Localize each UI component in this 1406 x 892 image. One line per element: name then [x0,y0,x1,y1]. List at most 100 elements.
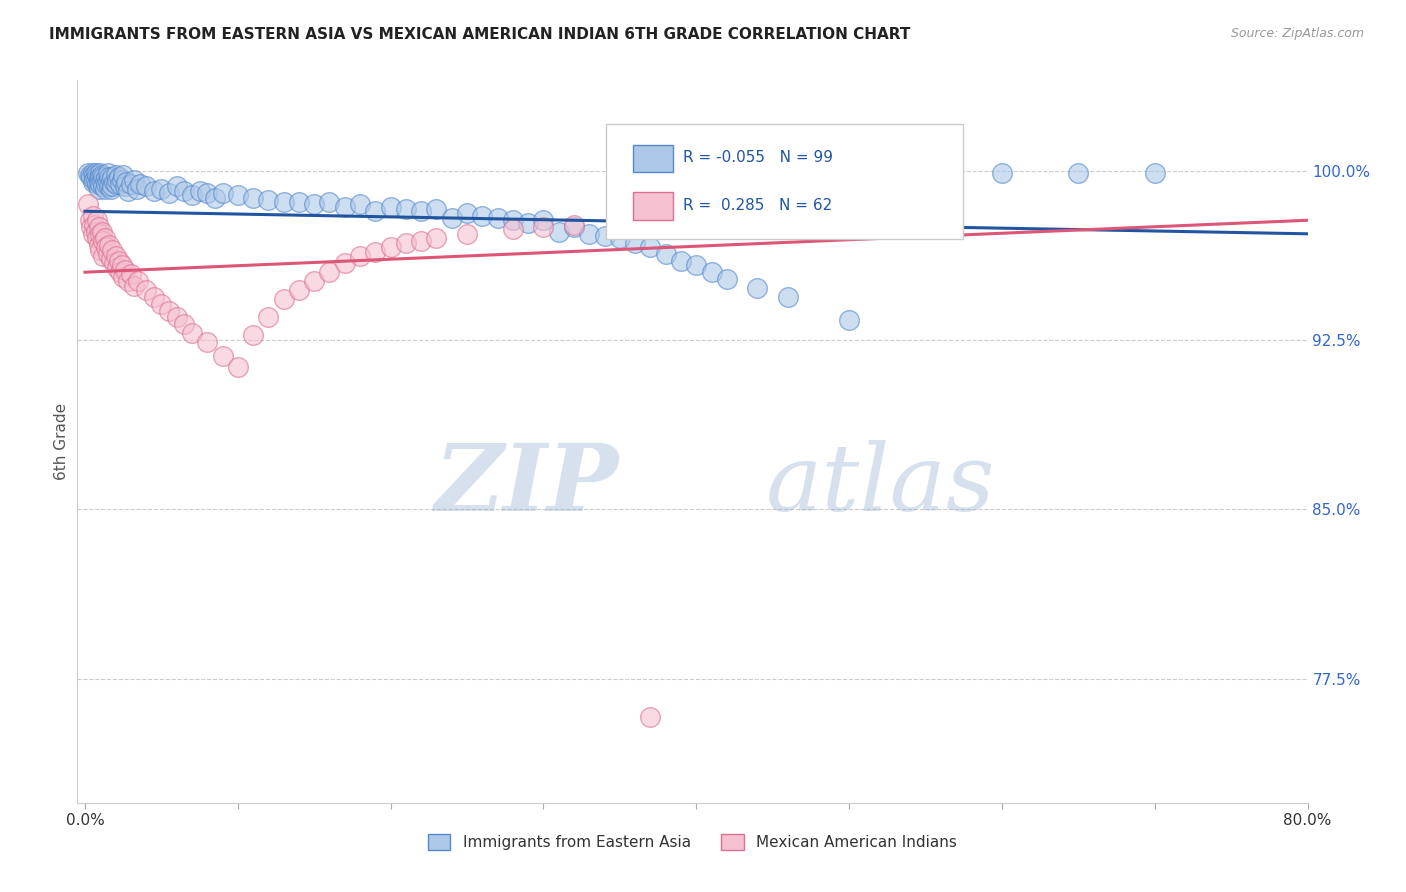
Point [107,253,129,268]
Point [716,272,738,286]
Point [91,179,114,194]
Point [94,231,117,245]
Point [486,211,509,225]
Point [112,168,135,182]
Point [86,213,108,227]
Point [349,197,371,211]
Point [86,177,108,191]
Point [91,249,114,263]
Point [838,312,860,326]
Point [91,170,114,185]
Point [84,172,107,186]
Point [456,206,478,220]
Point [578,227,600,241]
Point [166,179,188,194]
Point [120,177,142,191]
Point [82,175,104,189]
FancyBboxPatch shape [606,124,963,239]
Point [107,170,129,185]
Point [211,349,233,363]
Point [157,186,180,201]
Point [333,200,356,214]
Point [425,231,447,245]
Text: Source: ZipAtlas.com: Source: ZipAtlas.com [1230,27,1364,40]
Point [411,204,433,219]
Point [104,168,127,182]
Point [273,293,295,307]
Point [991,166,1014,180]
Point [117,274,139,288]
Legend: Immigrants from Eastern Asia, Mexican American Indians: Immigrants from Eastern Asia, Mexican Am… [422,829,963,856]
Point [640,710,662,724]
Point [87,175,110,189]
Point [181,188,204,202]
Point [669,253,692,268]
Point [96,170,118,185]
Point [117,184,139,198]
Point [142,184,165,198]
Point [502,222,524,236]
Point [380,240,402,254]
Point [80,170,103,185]
Point [318,265,340,279]
Point [104,249,127,263]
Point [302,274,325,288]
Point [1067,166,1090,180]
Point [624,235,647,250]
Point [82,209,104,223]
Point [89,227,111,241]
Point [91,234,114,248]
Point [288,283,311,297]
Point [104,177,127,191]
Point [562,220,585,235]
Point [273,195,295,210]
Point [101,179,124,194]
Y-axis label: 6th Grade: 6th Grade [53,403,69,480]
Point [195,335,218,350]
Point [122,278,145,293]
Point [122,172,145,186]
Point [111,172,134,186]
Point [87,181,110,195]
Point [150,297,173,311]
Point [395,202,418,216]
Point [302,197,325,211]
Point [654,247,676,261]
Point [89,166,111,180]
Point [127,274,149,288]
Point [101,170,124,185]
Point [166,310,188,325]
Text: ZIP: ZIP [434,440,619,530]
Point [83,168,105,182]
Point [101,243,124,257]
Point [173,317,195,331]
Point [103,175,125,189]
Point [108,265,131,279]
Point [173,184,195,198]
Point [86,168,108,182]
Point [82,227,104,241]
Point [533,213,555,227]
Point [257,310,280,325]
Point [562,218,585,232]
Point [77,166,100,180]
Point [87,220,110,235]
Point [114,179,136,194]
Point [242,328,264,343]
Point [142,290,165,304]
Point [103,256,125,270]
Point [97,175,120,189]
Point [135,283,157,297]
Point [96,240,118,254]
Point [211,186,233,201]
Point [533,220,555,235]
Text: atlas: atlas [766,440,995,530]
Point [914,220,936,235]
Point [700,265,723,279]
Point [747,281,769,295]
Text: R =  0.285   N = 62: R = 0.285 N = 62 [683,198,832,213]
Bar [634,193,673,219]
Point [97,247,120,261]
Point [425,202,447,216]
Point [685,259,707,273]
